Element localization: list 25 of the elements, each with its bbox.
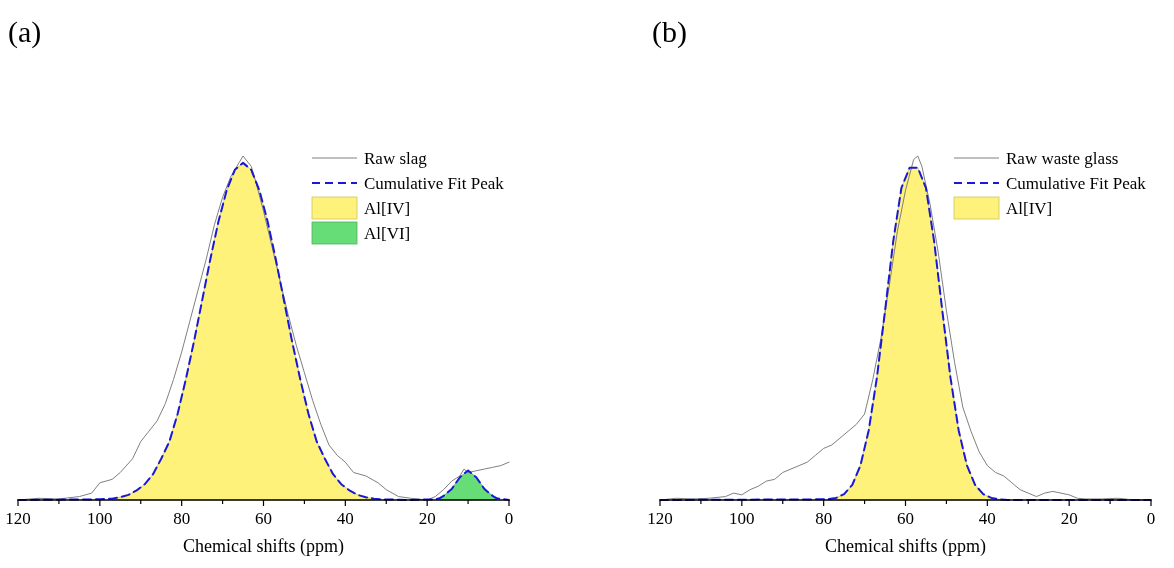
x-tick-label: 0	[1146, 509, 1156, 528]
x-tick-label: 20	[1060, 509, 1078, 528]
legend-label: Cumulative Fit Peak	[364, 174, 505, 193]
x-tick-label: 60	[897, 509, 914, 528]
x-tick-label: 80	[173, 509, 191, 528]
x-axis-title: Chemical shifts (ppm)	[183, 536, 344, 557]
x-tick-label: 0	[504, 509, 514, 528]
chart-title: (b)	[652, 15, 687, 49]
legend-label: Al[IV]	[364, 199, 411, 218]
x-tick-label: 120	[5, 509, 31, 528]
legend-label: Raw waste glass	[1006, 149, 1119, 168]
x-tick-label: 100	[87, 509, 113, 528]
legend-label: Raw slag	[364, 149, 428, 168]
legend-label: Al[VI]	[364, 224, 411, 243]
x-tick-label: 40	[336, 509, 354, 528]
x-tick-label: 100	[729, 509, 755, 528]
x-tick-label: 60	[255, 509, 272, 528]
x-tick-label: 120	[647, 509, 673, 528]
x-tick-label: 80	[815, 509, 833, 528]
legend-label: Cumulative Fit Peak	[1006, 174, 1147, 193]
legend-label: Al[IV]	[1006, 199, 1053, 218]
x-tick-label: 40	[978, 509, 996, 528]
chart-title: (a)	[8, 15, 42, 49]
x-axis-title: Chemical shifts (ppm)	[825, 536, 986, 557]
x-tick-label: 20	[418, 509, 436, 528]
